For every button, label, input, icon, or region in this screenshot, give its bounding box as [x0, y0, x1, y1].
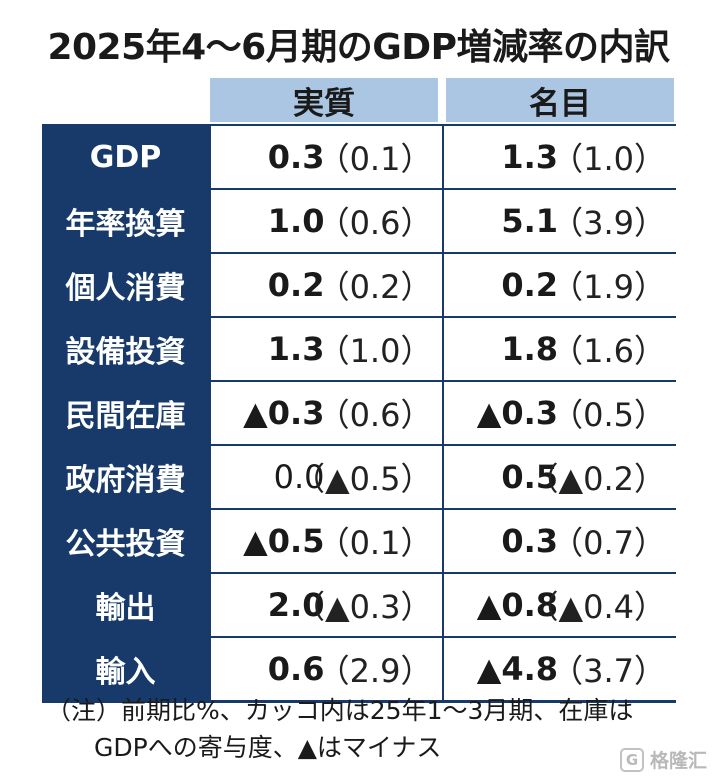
nominal-prev-value: （▲0.4）: [526, 588, 666, 626]
real-prev-value: （2.9）: [317, 652, 433, 690]
row-label: GDP: [42, 126, 209, 188]
nominal-prev-value: （1.9）: [551, 268, 666, 306]
real-value: 0.6: [267, 650, 325, 688]
real-cell: 2.0 （▲0.3）: [208, 574, 443, 636]
real-prev-value: （0.1）: [317, 140, 433, 178]
nominal-value: 1.3: [501, 138, 558, 176]
table-row: 輸入 0.6 （2.9） ▲4.8 （3.7）: [42, 638, 676, 703]
footnote-line-1: （注）前期比%、カッコ内は25年1〜3月期、在庫は: [46, 696, 634, 725]
real-prev-value: （1.0）: [317, 332, 433, 370]
footnote: （注）前期比%、カッコ内は25年1〜3月期、在庫は GDPへの寄与度、▲はマイナ…: [46, 692, 686, 766]
table-row: 個人消費 0.2 （0.2） 0.2 （1.9）: [42, 254, 676, 318]
real-value: 0.2: [267, 266, 325, 304]
real-cell: 1.0 （0.6）: [208, 190, 443, 252]
table-row: 輸出 2.0 （▲0.3） ▲0.8 （▲0.4）: [42, 574, 676, 638]
nominal-cell: ▲0.8 （▲0.4）: [442, 574, 676, 636]
real-prev-value: （▲0.5）: [292, 460, 433, 498]
real-prev-value: （0.6）: [317, 396, 433, 434]
nominal-cell: 5.1 （3.9）: [442, 190, 676, 252]
nominal-value: ▲0.3: [476, 394, 558, 432]
column-header-nominal: 名目: [446, 78, 674, 122]
real-cell: ▲0.3 （0.6）: [208, 382, 443, 444]
nominal-cell: 1.3 （1.0）: [442, 126, 676, 188]
nominal-cell: ▲0.3 （0.5）: [442, 382, 676, 444]
real-value: 2.0: [267, 586, 325, 624]
page-title: 2025年4〜6月期のGDP増減率の内訳: [47, 27, 670, 68]
real-cell: 1.3 （1.0）: [208, 318, 443, 380]
nominal-value: 5.1: [501, 202, 558, 240]
real-value: 0.0: [273, 458, 325, 496]
nominal-value: 0.5: [501, 458, 558, 496]
row-label: 年率換算: [42, 190, 209, 252]
real-value: ▲0.5: [243, 522, 325, 560]
nominal-value: 1.8: [501, 330, 558, 368]
nominal-prev-value: （3.7）: [551, 652, 666, 690]
nominal-cell: 0.3 （0.7）: [442, 510, 676, 572]
footnote-line-2: GDPへの寄与度、▲はマイナス: [94, 733, 442, 762]
row-label: 輸入: [42, 638, 209, 700]
table-row: 年率換算 1.0 （0.6） 5.1 （3.9）: [42, 190, 676, 254]
row-label: 輸出: [42, 574, 209, 636]
table-row: 公共投資 ▲0.5 （0.1） 0.3 （0.7）: [42, 510, 676, 574]
real-cell: 0.3 （0.1）: [208, 126, 443, 188]
nominal-prev-value: （1.6）: [551, 332, 666, 370]
nominal-value: 0.2: [501, 266, 558, 304]
column-header-real: 実質: [210, 78, 438, 122]
watermark-text: 格隆汇: [649, 750, 707, 772]
real-cell: ▲0.5 （0.1）: [208, 510, 443, 572]
real-cell: 0.2 （0.2）: [208, 254, 443, 316]
nominal-prev-value: （3.9）: [551, 204, 666, 242]
real-prev-value: （0.2）: [317, 268, 433, 306]
watermark: G 格隆汇: [619, 746, 707, 773]
nominal-cell: 0.5 （▲0.2）: [442, 446, 676, 508]
nominal-value: ▲0.8: [476, 586, 558, 624]
row-label: 民間在庫: [42, 382, 209, 444]
table-row: 民間在庫 ▲0.3 （0.6） ▲0.3 （0.5）: [42, 382, 676, 446]
nominal-prev-value: （0.7）: [551, 524, 666, 562]
row-label: 設備投資: [42, 318, 209, 380]
nominal-prev-value: （1.0）: [551, 140, 666, 178]
real-value: 0.3: [267, 138, 325, 176]
gdp-breakdown-table: GDP 0.3 （0.1） 1.3 （1.0） 年率換算 1.0 （0.6） 5…: [42, 124, 676, 703]
real-value: 1.3: [267, 330, 325, 368]
real-prev-value: （0.6）: [317, 204, 433, 242]
real-prev-value: （0.1）: [317, 524, 433, 562]
table-row: 設備投資 1.3 （1.0） 1.8 （1.6）: [42, 318, 676, 382]
real-cell: 0.0 （▲0.5）: [208, 446, 443, 508]
nominal-value: ▲4.8: [476, 650, 558, 688]
row-label: 公共投資: [42, 510, 209, 572]
nominal-value: 0.3: [501, 522, 558, 560]
nominal-prev-value: （0.5）: [551, 396, 666, 434]
row-label: 政府消費: [42, 446, 209, 508]
watermark-logo-icon: G: [619, 747, 644, 772]
real-cell: 0.6 （2.9）: [208, 638, 443, 700]
real-value: 1.0: [267, 202, 325, 240]
nominal-cell: 0.2 （1.9）: [442, 254, 676, 316]
table-row: GDP 0.3 （0.1） 1.3 （1.0）: [42, 126, 676, 190]
real-prev-value: （▲0.3）: [292, 588, 433, 626]
nominal-cell: 1.8 （1.6）: [442, 318, 676, 380]
row-label: 個人消費: [42, 254, 209, 316]
nominal-prev-value: （▲0.2）: [526, 460, 666, 498]
nominal-cell: ▲4.8 （3.7）: [442, 638, 676, 700]
real-value: ▲0.3: [243, 394, 325, 432]
table-row: 政府消費 0.0 （▲0.5） 0.5 （▲0.2）: [42, 446, 676, 510]
